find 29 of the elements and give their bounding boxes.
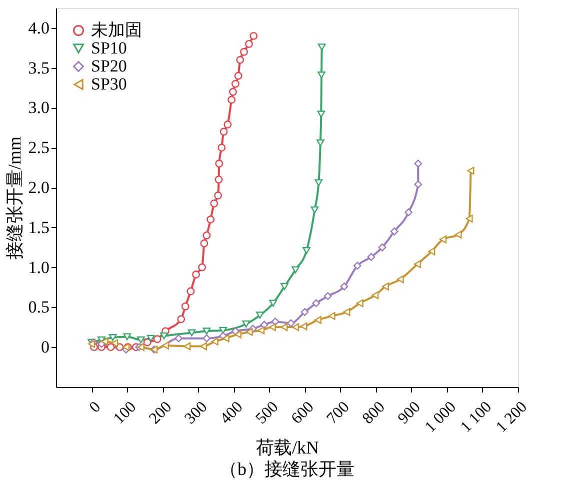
- x-tick-label: 1 000: [422, 398, 460, 436]
- y-tick-label: 4.0: [28, 18, 50, 38]
- legend-label: SP30: [91, 74, 127, 94]
- y-tick-label: 3.0: [28, 98, 50, 118]
- y-tick-label: 2.5: [28, 138, 50, 158]
- text: （b）接缝张开量: [220, 458, 354, 479]
- legend-label: 未加固: [91, 20, 142, 40]
- x-tick-label: 100: [110, 398, 140, 428]
- y-tick-label: 2.0: [28, 178, 50, 198]
- legend-label: SP20: [91, 56, 127, 76]
- y-tick-label: 0.5: [28, 298, 50, 317]
- x-tick-label: 500: [252, 398, 282, 428]
- x-tick-label: 300: [182, 398, 211, 428]
- y-tick-label: 1.5: [28, 218, 50, 237]
- x-tick-label: 600: [288, 398, 318, 428]
- x-tick-label: 200: [146, 398, 176, 428]
- y-tick-label: 3.5: [28, 58, 50, 78]
- x-tick-label: 900: [394, 398, 424, 428]
- x-tick-label: 1 100: [458, 398, 495, 436]
- y-tick-label: 0: [41, 338, 50, 357]
- y-axis-title: 接缝张开量/mm: [4, 136, 24, 260]
- x-tick-label: 1 200: [493, 398, 531, 436]
- x-tick-label: 800: [359, 398, 388, 428]
- legend-label: SP10: [91, 38, 127, 58]
- x-tick-label: 700: [324, 398, 353, 428]
- y-tick-label: 1.0: [28, 258, 50, 277]
- x-tick-label: 400: [217, 398, 246, 428]
- x-axis-title: 荷载/kN: [256, 437, 319, 458]
- x-tick-label: 0: [86, 398, 104, 416]
